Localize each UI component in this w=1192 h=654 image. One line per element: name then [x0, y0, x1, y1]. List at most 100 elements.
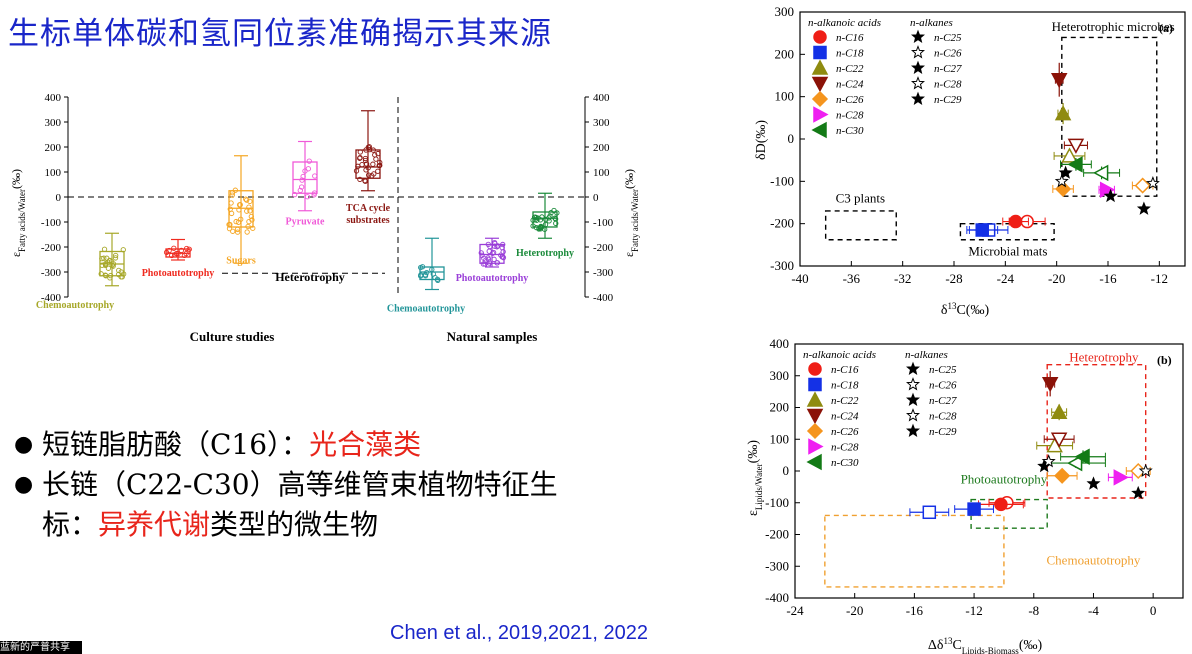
y-tick-label-right: 400	[593, 92, 610, 104]
point-marker	[1067, 156, 1083, 173]
legend-star	[911, 29, 925, 44]
legend-marker	[806, 453, 822, 471]
y-tick-label: 300	[775, 4, 795, 19]
bullet-item-1: ● 短链脂肪酸（C16）：光合藻类	[14, 425, 558, 465]
data-point	[1002, 214, 1029, 229]
region-label: Microbial mats	[968, 243, 1047, 258]
x-tick-label: -20	[846, 603, 863, 618]
box-point	[106, 257, 113, 264]
region-label: Heterotrophic microbes	[1052, 19, 1175, 34]
box-point	[377, 159, 383, 166]
box-point	[238, 216, 244, 222]
box-point	[178, 247, 185, 254]
x-tick-label: 0	[1150, 603, 1157, 618]
data-point	[1041, 370, 1059, 397]
legend-header-acids: n-alkanoic acids	[808, 17, 881, 29]
heterotrophy-label: Heterotrophy	[275, 270, 345, 284]
legend-label: n-C28	[831, 442, 859, 454]
legend-label: n-C29	[929, 426, 957, 438]
legend-label: n-C26	[831, 426, 859, 438]
point-marker	[1050, 72, 1068, 89]
y-tick-label: 0	[56, 192, 62, 204]
region-label: Photoautotrophy	[961, 472, 1048, 487]
bullet-item-2: ● 长链（C22-C30）高等维管束植物特征生 标：异养代谢类型的微生物	[14, 465, 558, 545]
data-point	[1053, 147, 1086, 163]
legend-label: n-C18	[836, 48, 864, 60]
box-point	[418, 264, 424, 271]
point-marker	[1113, 469, 1129, 486]
box-point	[542, 221, 549, 228]
box-point	[365, 165, 371, 171]
box-label: Sugars	[226, 255, 256, 266]
point-marker	[967, 502, 981, 516]
y-tick-label: 200	[770, 400, 790, 415]
alkane-point	[1041, 454, 1056, 468]
box-point	[366, 147, 373, 153]
box-point	[432, 274, 438, 281]
panel-label: (a)	[1159, 21, 1173, 35]
point-marker	[1054, 467, 1071, 484]
box-4: Pyruvate	[286, 140, 325, 228]
point-marker	[1050, 403, 1068, 420]
box-label: TCA cycle	[346, 203, 391, 214]
box-point	[366, 172, 372, 178]
y-tick-label: 100	[775, 89, 795, 104]
legend-label: n-C25	[934, 32, 962, 44]
data-point	[909, 505, 950, 520]
box-point	[300, 173, 306, 180]
point-marker	[1099, 181, 1116, 199]
box-point	[485, 241, 491, 248]
box-point	[229, 190, 236, 196]
legend-label: n-C24	[831, 411, 859, 423]
box-point	[226, 222, 232, 228]
point-marker	[1041, 376, 1059, 393]
box-point	[118, 269, 124, 275]
legend-label: n-C22	[836, 63, 864, 75]
legend-marker	[808, 377, 822, 392]
legend-header-alkanes: n-alkanes	[905, 349, 948, 361]
y-tick-label: -200	[770, 216, 794, 231]
legend-label: n-C27	[934, 63, 962, 75]
legend-label: n-C16	[831, 364, 859, 376]
box-point	[494, 260, 500, 266]
point-marker	[975, 223, 989, 237]
legend-star	[906, 377, 920, 391]
legend-marker	[811, 76, 829, 93]
x-tick-label: -16	[906, 603, 924, 618]
y-axis-label-left: εFatty acids/Water(‰)	[9, 169, 27, 257]
y-tick-label-right: 0	[593, 192, 599, 204]
box-point	[372, 152, 378, 158]
box-point	[247, 198, 253, 204]
box-point	[105, 265, 112, 271]
box-point	[298, 184, 305, 190]
box-point	[370, 161, 376, 167]
box-point	[359, 162, 365, 168]
data-point	[1045, 454, 1106, 472]
y-tick-label-right: -400	[593, 292, 614, 304]
legend-marker	[806, 422, 824, 440]
box-point	[228, 200, 234, 206]
y-tick-label: -300	[41, 267, 62, 279]
alkane-point	[1136, 201, 1151, 215]
box-point	[110, 263, 116, 269]
x-axis-label: δ13C(‰)	[941, 301, 990, 318]
legend-marker	[813, 106, 829, 123]
data-point	[1043, 432, 1075, 448]
y-tick-label: 0	[788, 131, 795, 146]
legend-label: n-C27	[929, 395, 957, 407]
box-label: Pyruvate	[286, 217, 325, 228]
box-point	[186, 246, 192, 252]
box-point	[370, 147, 376, 153]
box-point	[109, 262, 115, 269]
box-2: Photoautotrophy	[142, 238, 214, 279]
box-point	[311, 190, 318, 196]
box-point	[108, 272, 114, 279]
y-tick-label: 400	[770, 336, 790, 351]
box-point	[486, 248, 492, 254]
point-marker	[1074, 448, 1090, 465]
y-tick-label: 200	[45, 142, 62, 154]
data-point	[1131, 177, 1154, 194]
box-point	[230, 228, 236, 234]
box-point	[375, 168, 381, 174]
